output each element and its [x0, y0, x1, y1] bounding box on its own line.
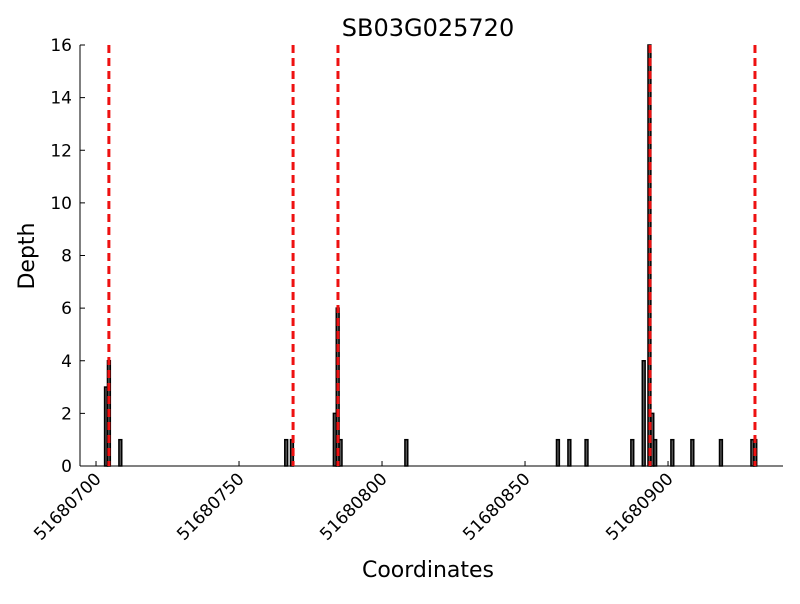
bar	[670, 438, 675, 467]
y-tick-label: 2	[61, 404, 72, 424]
y-tick-label: 14	[50, 89, 72, 109]
x-tick-label: 51680800	[316, 469, 391, 544]
bar	[630, 438, 635, 467]
x-tick-label: 51680850	[459, 469, 534, 544]
y-tick-label: 16	[50, 36, 72, 56]
y-tick-label: 8	[61, 247, 72, 267]
bar	[555, 438, 561, 467]
x-axis-label: Coordinates	[362, 558, 494, 583]
bar	[118, 438, 123, 467]
bar	[641, 360, 646, 467]
y-tick-label: 0	[61, 457, 72, 477]
bar	[652, 438, 658, 467]
bar	[404, 438, 409, 467]
x-tick-label: 51680700	[30, 469, 105, 544]
y-axis-label: Depth	[15, 222, 40, 289]
bar	[338, 438, 343, 467]
bar	[567, 438, 572, 467]
bar	[584, 438, 589, 467]
y-tick-label: 6	[61, 299, 72, 319]
bar	[690, 438, 695, 467]
x-tick-label: 51680750	[173, 469, 248, 544]
y-tick-label: 12	[50, 141, 72, 161]
chart-title: SB03G025720	[342, 14, 514, 42]
y-tick-label: 10	[50, 194, 72, 214]
x-tick-label: 51680900	[602, 469, 677, 544]
y-tick-label: 4	[61, 352, 72, 372]
bar	[718, 438, 724, 467]
bar	[284, 438, 289, 467]
